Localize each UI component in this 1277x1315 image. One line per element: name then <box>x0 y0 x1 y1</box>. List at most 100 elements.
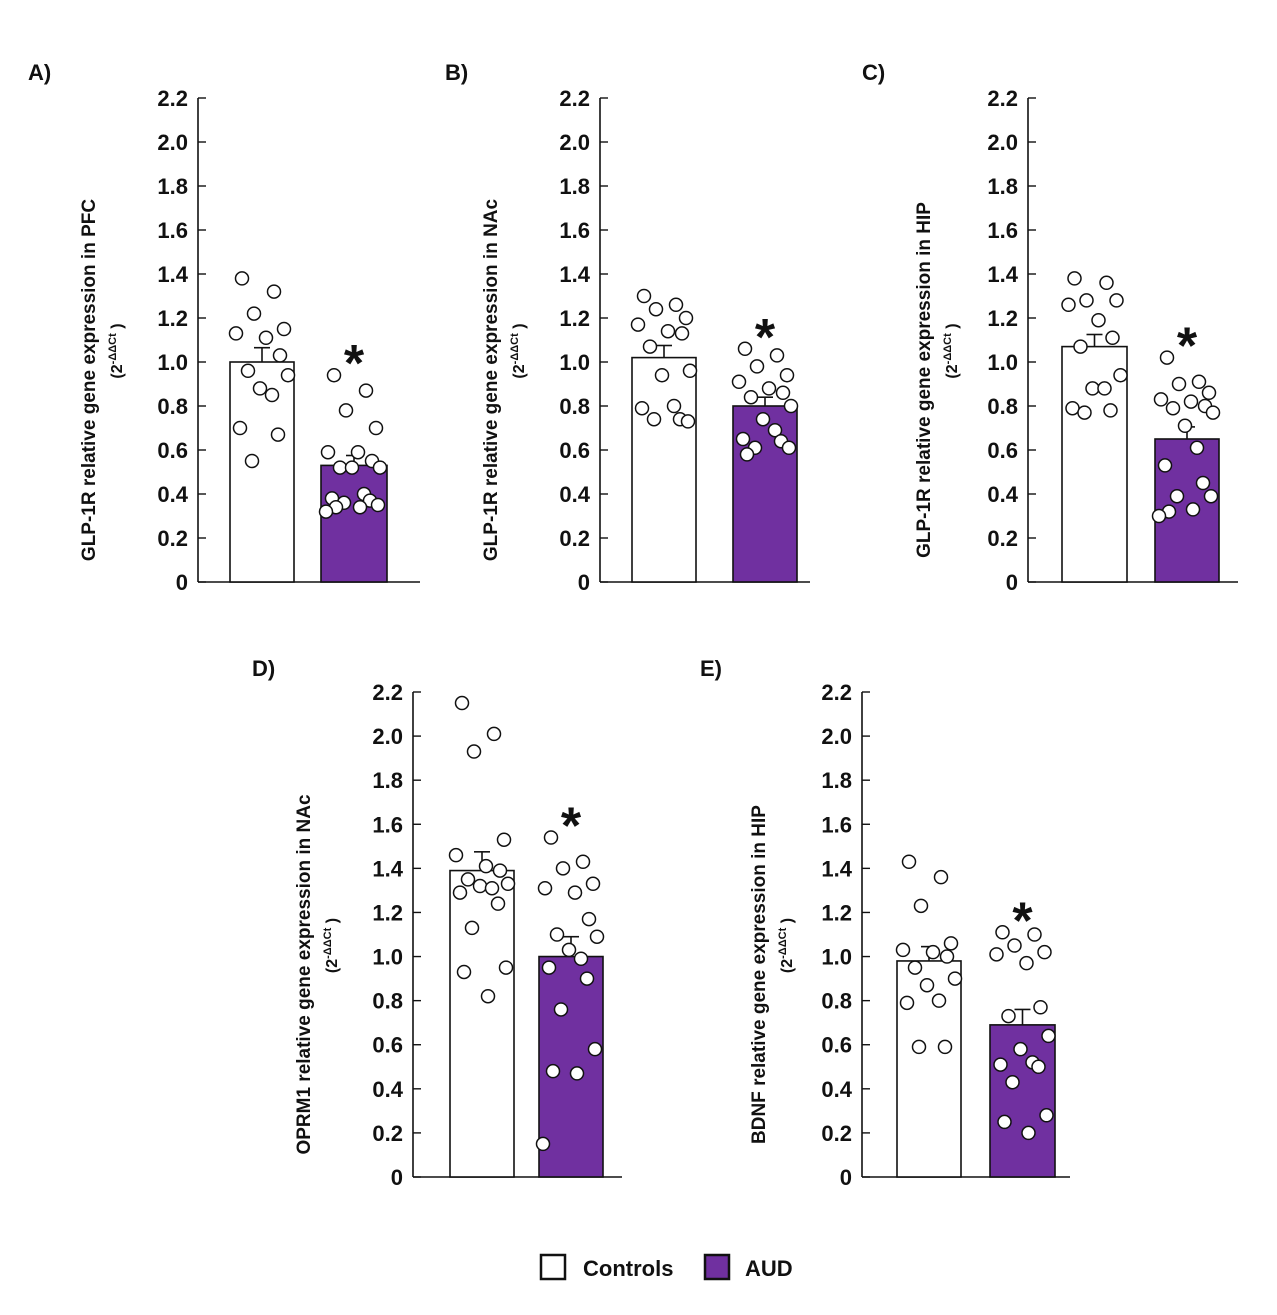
data-point <box>1041 1028 1056 1044</box>
y-tick-label: 0.4 <box>559 482 590 507</box>
data-point <box>1027 927 1042 942</box>
data-point <box>569 1066 585 1081</box>
data-point <box>1201 385 1217 401</box>
y-axis-unit: (2-ΔΔCt ) <box>322 918 341 973</box>
y-tick-label: 1.4 <box>157 262 188 287</box>
y-tick-label: 2.0 <box>987 130 1018 155</box>
data-point <box>1001 1008 1016 1024</box>
y-tick-label: 1.6 <box>987 218 1018 243</box>
data-point <box>1039 1108 1054 1123</box>
data-point <box>947 971 963 986</box>
data-point <box>332 460 348 475</box>
data-point <box>258 330 274 346</box>
data-point <box>456 964 472 980</box>
y-tick-label: 0.2 <box>987 526 1018 551</box>
data-point <box>1065 400 1080 416</box>
data-point <box>1103 403 1118 418</box>
data-point <box>555 861 571 876</box>
panel-b: B) 0 0.2 0.4 0.6 0.8 1.0 1.2 1.4 1.6 1.8 2.0 2.2 GLP-… <box>445 60 810 595</box>
legend-swatch-aud <box>703 1253 731 1281</box>
data-point <box>735 431 751 447</box>
data-point <box>767 422 783 438</box>
data-point <box>919 977 935 993</box>
panel-label: D) <box>252 656 275 681</box>
data-point <box>749 359 765 374</box>
y-tick-label: 0.6 <box>987 438 1018 463</box>
data-point <box>1067 271 1082 286</box>
panel-d: D) 0 0.2 0.4 0.6 0.8 1.0 1.2 1.4 1.6 1.8 2.0 2.2 OPRM… <box>252 656 622 1190</box>
data-point <box>1091 312 1106 328</box>
data-point <box>1099 275 1114 291</box>
y-axis-unit: (2-ΔΔCt ) <box>107 323 126 378</box>
y-tick-label: 0 <box>176 570 188 595</box>
data-point <box>993 1057 1008 1072</box>
data-point <box>642 339 658 354</box>
data-point <box>318 504 334 519</box>
panel-label: E) <box>700 656 722 681</box>
data-point <box>937 1039 953 1055</box>
data-point <box>581 911 597 927</box>
data-point <box>1073 339 1088 354</box>
data-point <box>543 830 559 845</box>
y-tick-label: 0.4 <box>372 1077 403 1102</box>
legend-label-controls: Controls <box>583 1256 673 1281</box>
data-point <box>743 389 759 405</box>
bar-controls <box>229 361 295 583</box>
data-point <box>1171 376 1187 392</box>
data-point <box>660 323 676 339</box>
panel-e: E) 0 0.2 0.4 0.6 0.8 1.0 1.2 1.4 1.6 1.8 2.0 2.2 BDNF… <box>700 656 1070 1190</box>
y-tick-label: 2.2 <box>372 680 403 705</box>
y-tick-label: 2.0 <box>372 724 403 749</box>
data-point <box>1019 955 1034 971</box>
data-point <box>338 403 354 418</box>
data-point <box>252 381 268 396</box>
y-tick-label: 1.8 <box>372 768 403 793</box>
data-point <box>1031 1059 1046 1075</box>
data-point <box>1013 1041 1028 1057</box>
y-tick-label: 1.6 <box>157 218 188 243</box>
panel-a: A) 0 0.2 0.4 0.6 0.8 1.0 1.2 1.4 1.6 1.8 2.0 2.2 GLP-… <box>28 60 420 595</box>
data-point <box>276 321 292 337</box>
data-point <box>352 499 368 515</box>
data-point <box>755 411 771 427</box>
data-point <box>1079 293 1094 308</box>
data-point <box>1109 293 1124 308</box>
y-tick-label: 0.4 <box>157 482 188 507</box>
data-point <box>995 925 1010 940</box>
y-tick-label: 0.6 <box>821 1033 852 1058</box>
data-point <box>989 947 1004 962</box>
data-point <box>272 348 288 363</box>
data-point <box>1185 502 1201 517</box>
data-point <box>1165 400 1181 416</box>
y-axis-unit: (2-ΔΔCt ) <box>777 918 796 973</box>
data-point <box>1157 458 1173 473</box>
data-point <box>372 460 388 475</box>
data-point <box>737 341 753 357</box>
data-point <box>769 348 785 363</box>
data-point <box>553 1002 569 1017</box>
data-point <box>1189 440 1205 456</box>
y-tick-label: 1.6 <box>559 218 590 243</box>
data-point <box>680 414 696 429</box>
data-point <box>498 960 514 975</box>
data-point <box>480 988 496 1004</box>
data-point <box>1021 1125 1036 1141</box>
y-tick-label: 1.0 <box>559 350 590 375</box>
data-point <box>783 398 799 414</box>
data-point <box>370 497 386 513</box>
data-point <box>320 444 336 460</box>
data-point <box>674 326 690 341</box>
data-point <box>561 942 577 958</box>
y-tick-label: 0.6 <box>372 1033 403 1058</box>
data-point <box>1169 488 1185 504</box>
y-tick-label: 1.2 <box>372 900 403 925</box>
data-point <box>779 367 795 383</box>
data-point <box>549 927 565 942</box>
data-point <box>1113 367 1128 383</box>
data-point <box>573 951 589 966</box>
y-tick-label: 1.6 <box>372 812 403 837</box>
bar-controls <box>449 869 515 1178</box>
data-point <box>1153 392 1169 407</box>
data-point <box>240 363 256 379</box>
data-point <box>931 993 947 1008</box>
